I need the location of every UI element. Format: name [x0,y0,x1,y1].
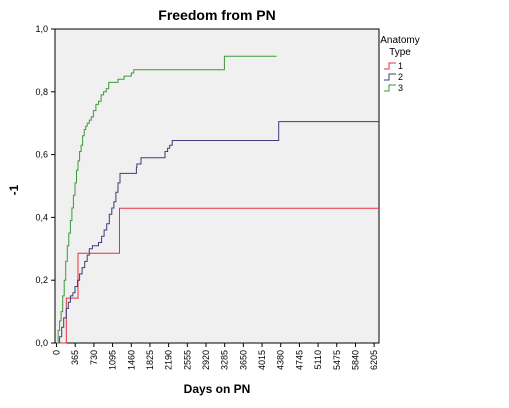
legend-label-3: 3 [398,83,403,93]
x-tick-label: 4380 [276,350,286,370]
series-line-2 [56,121,379,344]
x-tick-label: 3285 [220,350,230,370]
legend-title-line-2: Type [389,47,411,58]
x-axis: 0 365 730 1095 1460 1825 2190 2555 2920 3285 3650 4… [52,343,379,370]
y-axis: 0,0 0,2 0,4 0,6 0,8 1,0 [35,24,55,348]
x-tick-label: 6205 [369,350,379,370]
series-line-1 [56,207,379,344]
x-tick-label: 2920 [201,350,211,370]
x-tick-label: 365 [70,350,80,365]
legend: Anatomy Type 123 [380,35,419,93]
y-tick-label: 0,6 [35,150,48,160]
series-line-3 [56,55,277,344]
x-tick-label: 730 [89,350,99,365]
y-tick-label: 1,0 [35,24,48,34]
x-tick-label: 4745 [294,350,304,370]
y-axis-title: -1 [7,184,21,195]
chart-title: Freedom from PN [158,7,275,23]
x-tick-label: 1095 [108,350,118,370]
x-tick-label: 1825 [145,350,155,370]
x-tick-label: 5110 [313,350,323,369]
y-tick-label: 0,0 [35,338,48,348]
legend-swatch-2 [384,73,396,81]
x-tick-label: 3650 [238,350,248,370]
plot-area [54,28,380,344]
series-group [56,55,379,344]
y-tick-label: 0,4 [35,212,48,222]
x-tick-label: 0 [52,350,62,355]
x-tick-label: 2555 [182,350,192,370]
y-tick-label: 0,8 [35,87,48,97]
x-tick-label: 5840 [350,350,360,370]
x-axis-title: Days on PN [184,382,251,396]
legend-swatch-3 [384,84,396,92]
x-tick-label: 1460 [126,350,136,370]
legend-label-2: 2 [398,72,403,82]
x-tick-label: 2190 [164,350,174,370]
legend-label-1: 1 [398,61,403,71]
y-tick-label: 0,2 [35,275,48,285]
legend-swatch-1 [384,62,396,70]
legend-title-line-1: Anatomy [380,35,419,46]
x-tick-label: 5475 [332,350,342,370]
x-tick-label: 4015 [257,350,267,370]
